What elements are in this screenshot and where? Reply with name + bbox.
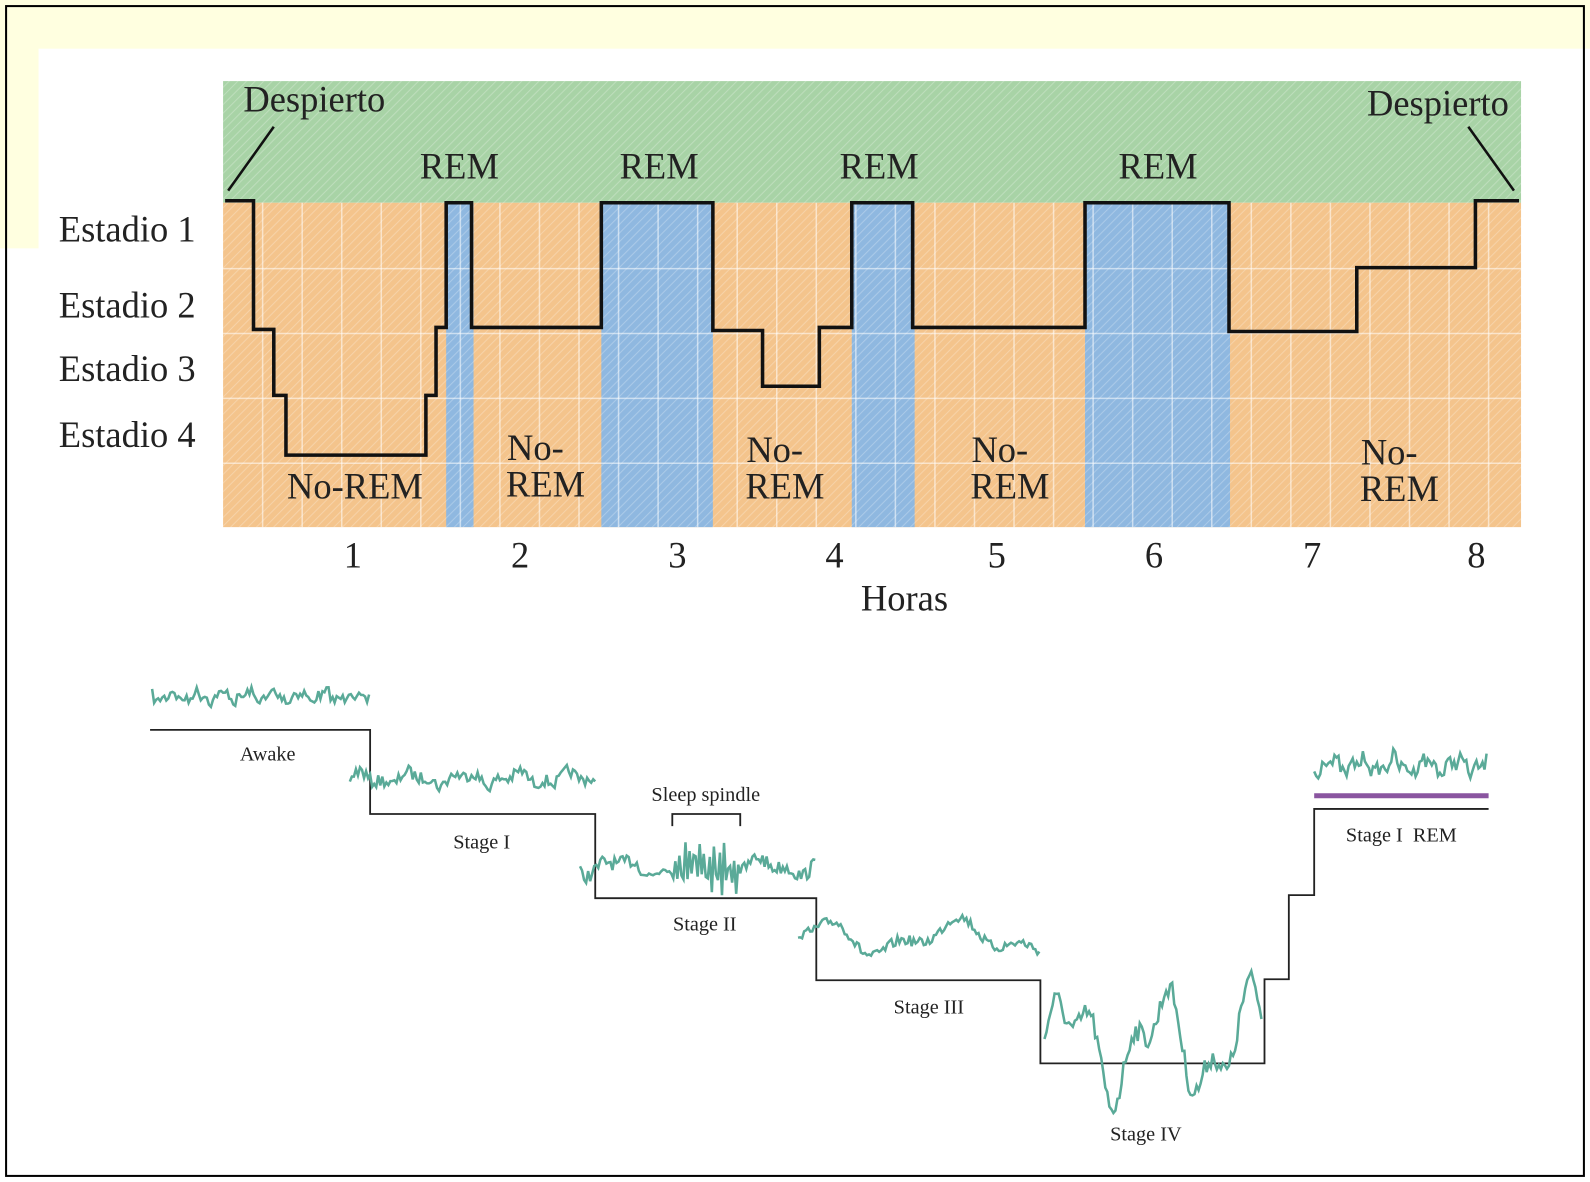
hour-label: 4 [825,535,843,576]
grid [223,202,1522,528]
hour-label: 8 [1467,535,1485,576]
hour-labels: 1 2 3 4 5 6 7 8 [344,535,1486,576]
eeg-trace [150,682,371,710]
texture [223,81,1522,528]
rem-label: REM [840,145,919,186]
rem-label: REM [420,145,499,186]
hour-label: 3 [668,535,686,576]
eeg-stage-label: Stage III [894,997,965,1019]
stage-label: Estadio 2 [59,284,196,325]
spindle-annotation: Sleep spindle [651,784,760,806]
eeg-stage-label: Awake [240,743,296,765]
nonrem-label: No- [1361,431,1418,472]
eeg-stage-label: Stage I REM [1346,824,1457,846]
spindle-bracket [671,813,742,827]
stage-label: Estadio 4 [59,414,196,455]
hour-label: 5 [988,535,1006,576]
eeg-trace [797,912,1041,958]
eeg-trace [348,762,597,794]
frame [5,5,1585,1177]
x-axis-label: Horas [861,577,948,618]
hour-label: 1 [344,535,362,576]
pointer [1467,125,1515,192]
eeg-trace [578,842,816,896]
stage-label: Estadio 1 [59,208,196,249]
eeg-waves [150,682,1488,1116]
eeg-stage-label: Stage II [673,914,737,936]
nonrem-label: No- [746,429,803,470]
hour-label: 2 [511,535,529,576]
yellow-band [0,0,1590,49]
wake-label: Despierto [1367,83,1509,124]
nonrem-label: REM [745,466,824,507]
nonrem-label: REM [506,464,585,505]
eeg-stage-label: Stage I [453,831,510,853]
eeg-stage-label: Stage IV [1110,1123,1182,1145]
stage-steps [150,728,1489,1065]
wake-label: Despierto [243,79,385,120]
hour-label: 6 [1145,535,1163,576]
nonrem-label: REM [970,466,1049,507]
hypnogram-line [225,198,1520,457]
eeg-trace [1313,745,1488,783]
hour-label: 7 [1303,535,1321,576]
nonrem-label: No- [971,429,1028,470]
pointer [227,125,275,192]
nonrem-label: REM [1360,468,1439,509]
nonrem-label: No- [507,427,564,468]
rem-label: REM [1118,145,1197,186]
rem-label: REM [620,145,699,186]
stage-label: Estadio 3 [59,348,196,389]
nonrem-label: No-REM [287,466,423,507]
eeg-trace [1043,966,1263,1116]
